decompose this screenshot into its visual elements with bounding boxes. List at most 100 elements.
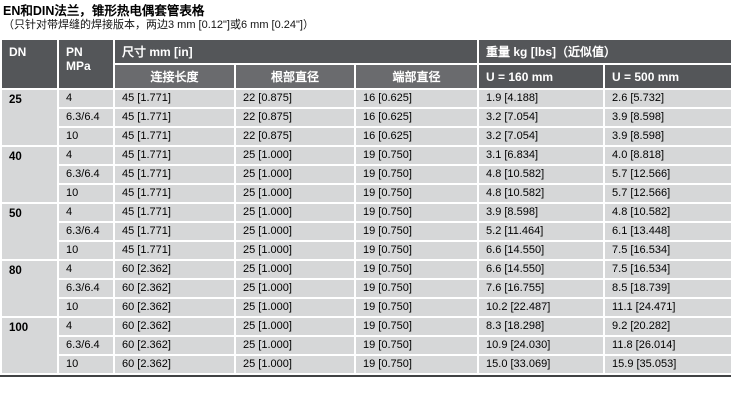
- pn-cell: 10: [57, 354, 115, 375]
- tip-diameter-cell: 16 [0.625]: [353, 88, 480, 109]
- weight-u160-cell: 3.2 [7.054]: [477, 107, 606, 128]
- weight-u160-cell: 1.9 [4.188]: [477, 88, 606, 109]
- root-diameter-cell: 25 [1.000]: [234, 221, 356, 242]
- tip-diameter-cell: 16 [0.625]: [353, 107, 480, 128]
- table-row: 100 4 60 [2.362] 25 [1.000] 19 [0.750] 8.3 [1…: [0, 316, 731, 375]
- pn-cell: 10: [57, 297, 115, 318]
- table-row: 10 45 [1.771] 22 [0.875] 16 [0.625] 3.2 [7.0…: [1, 126, 731, 147]
- weight-u500-cell: 11.8 [26.014]: [603, 335, 731, 356]
- weight-u160-cell: 3.2 [7.054]: [477, 126, 606, 147]
- root-diameter-cell: 25 [1.000]: [234, 164, 356, 185]
- tip-diameter-cell: 19 [0.750]: [353, 240, 480, 261]
- root-diameter-cell: 25 [1.000]: [234, 259, 356, 280]
- weight-u500-cell: 9.2 [20.282]: [603, 316, 731, 337]
- table-body: 25 4 45 [1.771] 22 [0.875] 16 [0.625] 1.9 [4.…: [0, 88, 731, 375]
- pn-cell: 10: [57, 240, 115, 261]
- table-header: DN PN MPa 尺寸 mm [in] 重量 kg [lbs]（近似值） 连接…: [0, 38, 731, 90]
- page-subtitle: （只针对带焊缝的焊接版本，两边3 mm [0.12"]或6 mm [0.24"]…: [3, 19, 314, 31]
- tip-diameter-cell: 19 [0.750]: [353, 297, 480, 318]
- root-diameter-cell: 25 [1.000]: [234, 278, 356, 299]
- weight-u500-cell: 4.8 [10.582]: [603, 202, 731, 223]
- connection-length-cell: 45 [1.771]: [113, 202, 236, 223]
- connection-length-cell: 45 [1.771]: [113, 126, 236, 147]
- thermowell-table: DN PN MPa 尺寸 mm [in] 重量 kg [lbs]（近似值） 连接…: [0, 38, 731, 375]
- weight-u160-cell: 4.8 [10.582]: [477, 164, 606, 185]
- pn-cell: 6.3/6.4: [57, 278, 115, 299]
- header-tip-diameter: 端部直径: [353, 63, 480, 90]
- tip-diameter-cell: 19 [0.750]: [353, 164, 480, 185]
- weight-u160-cell: 3.9 [8.598]: [477, 202, 606, 223]
- page-title: EN和DIN法兰，锥形热电偶套管表格: [3, 4, 205, 18]
- pn-cell: 6.3/6.4: [57, 107, 115, 128]
- dn-cell: 80: [0, 259, 59, 318]
- dn-cell: 25: [0, 88, 59, 147]
- table-row: 10 60 [2.362] 25 [1.000] 19 [0.750] 10.2 [22…: [1, 297, 731, 318]
- weight-u500-cell: 5.7 [12.566]: [603, 183, 731, 204]
- connection-length-cell: 45 [1.771]: [113, 221, 236, 242]
- weight-u160-cell: 5.2 [11.464]: [477, 221, 606, 242]
- dn-cell: 40: [0, 145, 59, 204]
- weight-u500-cell: 11.1 [24.471]: [603, 297, 731, 318]
- pn-cell: 6.3/6.4: [57, 335, 115, 356]
- connection-length-cell: 45 [1.771]: [113, 88, 236, 109]
- connection-length-cell: 60 [2.362]: [113, 278, 236, 299]
- weight-u160-cell: 10.2 [22.487]: [477, 297, 606, 318]
- weight-u160-cell: 3.1 [6.834]: [477, 145, 606, 166]
- table-row: 6.3/6.4 45 [1.771] 25 [1.000] 19 [0.750] 4.8…: [1, 164, 731, 185]
- pn-cell: 4: [57, 316, 115, 337]
- header-u-500: U = 500 mm: [603, 63, 731, 90]
- root-diameter-cell: 25 [1.000]: [234, 202, 356, 223]
- table-row: 50 4 45 [1.771] 25 [1.000] 19 [0.750] 3.9 [8.…: [0, 202, 731, 261]
- header-root-diameter: 根部直径: [234, 63, 356, 90]
- weight-u500-cell: 5.7 [12.566]: [603, 164, 731, 185]
- connection-length-cell: 60 [2.362]: [113, 297, 236, 318]
- root-diameter-cell: 22 [0.875]: [234, 107, 356, 128]
- connection-length-cell: 45 [1.771]: [113, 240, 236, 261]
- root-diameter-cell: 22 [0.875]: [234, 126, 356, 147]
- pn-cell: 4: [57, 88, 115, 109]
- table-row: 10 45 [1.771] 25 [1.000] 19 [0.750] 6.6 [14.…: [1, 240, 731, 261]
- table-row: 6.3/6.4 60 [2.362] 25 [1.000] 19 [0.750] 7.6…: [1, 278, 731, 299]
- tip-diameter-cell: 19 [0.750]: [353, 183, 480, 204]
- tip-diameter-cell: 19 [0.750]: [353, 259, 480, 280]
- header-weight-group: 重量 kg [lbs]（近似值）: [477, 38, 731, 65]
- root-diameter-cell: 25 [1.000]: [234, 240, 356, 261]
- weight-u160-cell: 10.9 [24.030]: [477, 335, 606, 356]
- pn-cell: 10: [57, 126, 115, 147]
- header-pn: PN MPa: [57, 38, 115, 90]
- weight-u500-cell: 2.6 [5.732]: [603, 88, 731, 109]
- weight-u500-cell: 3.9 [8.598]: [603, 107, 731, 128]
- weight-u500-cell: 15.9 [35.053]: [603, 354, 731, 375]
- weight-u160-cell: 8.3 [18.298]: [477, 316, 606, 337]
- connection-length-cell: 45 [1.771]: [113, 145, 236, 166]
- dn-cell: 100: [0, 316, 59, 375]
- tip-diameter-cell: 19 [0.750]: [353, 145, 480, 166]
- header-row-groups: DN PN MPa 尺寸 mm [in] 重量 kg [lbs]（近似值）: [0, 38, 731, 90]
- table-row: 6.3/6.4 45 [1.771] 22 [0.875] 16 [0.625] 3.2…: [1, 107, 731, 128]
- weight-u500-cell: 6.1 [13.448]: [603, 221, 731, 242]
- dn-cell: 50: [0, 202, 59, 261]
- connection-length-cell: 45 [1.771]: [113, 183, 236, 204]
- root-diameter-cell: 25 [1.000]: [234, 297, 356, 318]
- table-row: 80 4 60 [2.362] 25 [1.000] 19 [0.750] 6.6 [14…: [0, 259, 731, 318]
- weight-u160-cell: 4.8 [10.582]: [477, 183, 606, 204]
- root-diameter-cell: 22 [0.875]: [234, 88, 356, 109]
- connection-length-cell: 60 [2.362]: [113, 354, 236, 375]
- tip-diameter-cell: 16 [0.625]: [353, 126, 480, 147]
- connection-length-cell: 60 [2.362]: [113, 259, 236, 280]
- pn-cell: 4: [57, 259, 115, 280]
- pn-cell: 4: [57, 145, 115, 166]
- tip-diameter-cell: 19 [0.750]: [353, 316, 480, 337]
- tip-diameter-cell: 19 [0.750]: [353, 354, 480, 375]
- weight-u160-cell: 15.0 [33.069]: [477, 354, 606, 375]
- weight-u160-cell: 6.6 [14.550]: [477, 259, 606, 280]
- weight-u500-cell: 3.9 [8.598]: [603, 126, 731, 147]
- pn-cell: 10: [57, 183, 115, 204]
- weight-u500-cell: 7.5 [16.534]: [603, 240, 731, 261]
- weight-u500-cell: 4.0 [8.818]: [603, 145, 731, 166]
- root-diameter-cell: 25 [1.000]: [234, 316, 356, 337]
- header-u-160: U = 160 mm: [477, 63, 606, 90]
- weight-u500-cell: 8.5 [18.739]: [603, 278, 731, 299]
- header-dimensions-group: 尺寸 mm [in]: [112, 38, 480, 65]
- header-pn-label: PN: [66, 45, 83, 59]
